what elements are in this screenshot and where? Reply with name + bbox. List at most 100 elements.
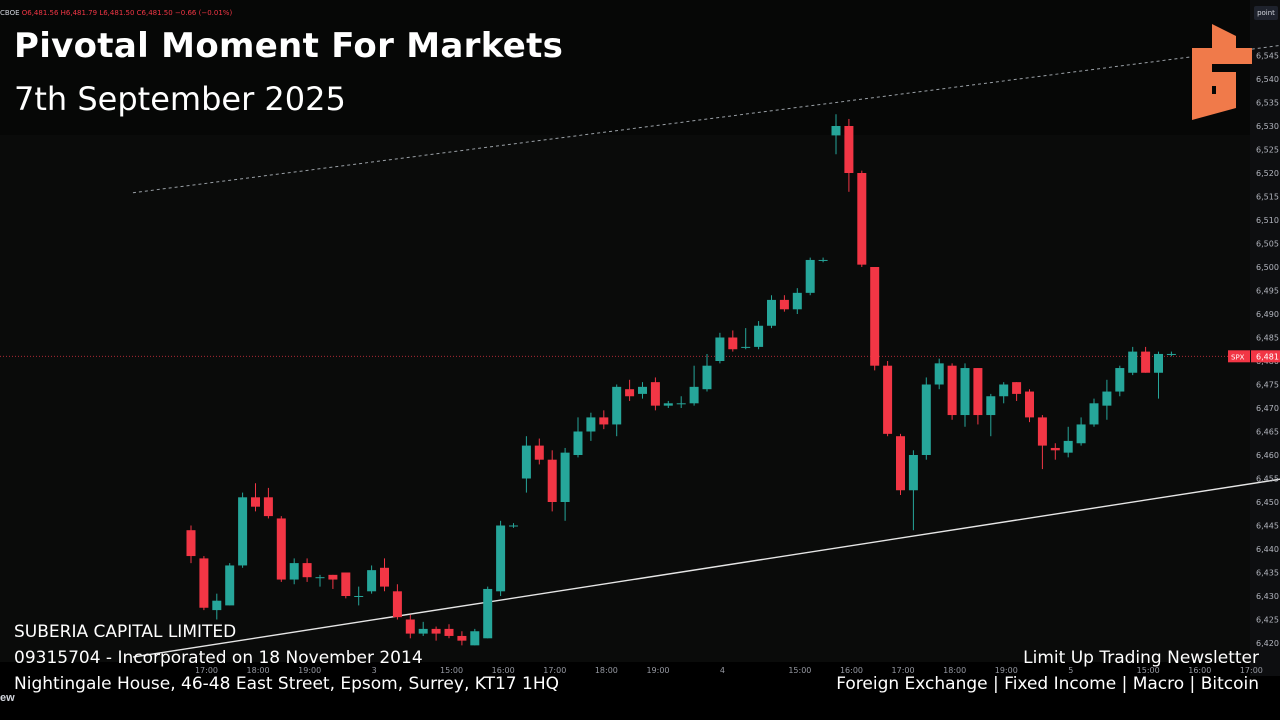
last-price-tag <box>1251 350 1280 363</box>
candle <box>225 563 235 606</box>
candle <box>715 332 725 364</box>
bottom-tag: ew <box>0 692 15 704</box>
candle-body <box>896 436 905 491</box>
candle-body <box>534 445 544 460</box>
x-tick-label: 15:00 <box>440 666 463 675</box>
candle-body <box>1063 440 1073 453</box>
candle-body <box>251 497 260 507</box>
candle <box>1115 365 1125 397</box>
candle <box>289 558 299 585</box>
y-tick-label: 6,450 <box>1256 498 1279 507</box>
candle-body <box>960 368 970 416</box>
y-tick-label: 6,485 <box>1256 334 1279 343</box>
y-tick-label: 6,495 <box>1256 287 1279 296</box>
newsletter-topics: Foreign Exchange | Fixed Income | Macro … <box>836 674 1259 694</box>
candle-body <box>199 558 209 608</box>
candle-body <box>560 452 570 502</box>
candle <box>896 433 905 495</box>
candle <box>638 382 647 399</box>
y-tick-label: 6,520 <box>1256 169 1279 178</box>
x-tick-label: 18:00 <box>943 666 966 675</box>
candle <box>1025 389 1034 423</box>
candle-body <box>521 445 531 479</box>
symbol-tag-label: SPX <box>1231 353 1245 361</box>
candle-body <box>612 386 622 425</box>
candle <box>883 361 893 437</box>
candle <box>973 368 983 425</box>
candle <box>1063 426 1073 458</box>
candle-body <box>818 259 828 261</box>
y-tick-label: 6,510 <box>1256 216 1279 225</box>
suberia-logo-icon <box>1192 24 1252 120</box>
candle <box>418 621 428 636</box>
candle-body <box>767 299 776 326</box>
candle <box>431 626 441 641</box>
x-tick-label: 19:00 <box>995 666 1018 675</box>
candle-body <box>999 384 1009 397</box>
x-tick-label: 16:00 <box>1188 666 1211 675</box>
candle <box>1128 346 1138 376</box>
y-tick-label: 6,530 <box>1256 122 1279 131</box>
candle-body <box>457 635 467 641</box>
candle <box>238 492 248 568</box>
candle <box>870 267 880 371</box>
candle <box>496 520 506 596</box>
candle-body <box>973 368 983 416</box>
candle <box>405 614 415 639</box>
candle-body <box>483 588 493 639</box>
candle <box>947 363 957 420</box>
candle-body <box>754 325 764 347</box>
candle-body <box>225 565 235 606</box>
candle-body <box>883 365 893 434</box>
candle <box>392 584 402 620</box>
candle-body <box>1025 391 1034 418</box>
newsletter-name: Limit Up Trading Newsletter <box>1023 648 1259 668</box>
candle <box>934 358 944 390</box>
y-tick-label: 6,460 <box>1256 451 1279 460</box>
candle <box>1154 351 1163 399</box>
candle <box>354 586 364 606</box>
y-tick-label: 6,435 <box>1256 569 1279 578</box>
x-tick-label: 17:00 <box>892 666 915 675</box>
candle-body <box>1012 382 1022 394</box>
x-tick-label: 17:00 <box>195 666 218 675</box>
candle-body <box>676 403 686 405</box>
candle-body <box>1115 368 1125 392</box>
candle <box>509 523 518 528</box>
candle-body <box>857 173 867 265</box>
candle-body <box>831 126 841 136</box>
candle-body <box>444 628 454 636</box>
candle-body <box>315 577 325 579</box>
candle-body <box>367 570 377 592</box>
x-tick-label: 17:00 <box>1240 666 1263 675</box>
candle <box>986 393 996 437</box>
candle-body <box>715 337 725 361</box>
candle-body <box>947 365 957 416</box>
scale-mode-button[interactable]: point <box>1254 6 1278 20</box>
y-tick-label: 6,535 <box>1256 99 1279 108</box>
x-tick-label: 18:00 <box>247 666 270 675</box>
candle <box>702 353 712 392</box>
y-tick-label: 6,440 <box>1256 545 1279 554</box>
candle <box>251 483 260 512</box>
candle-body <box>625 389 635 397</box>
candle <box>444 624 454 639</box>
candle <box>612 384 622 437</box>
y-tick-label: 6,445 <box>1256 522 1279 531</box>
candle <box>1166 351 1176 357</box>
candle <box>212 593 222 620</box>
y-tick-label: 6,515 <box>1256 193 1279 202</box>
candle <box>818 257 828 263</box>
candle <box>1102 379 1112 420</box>
candle-body <box>470 631 480 646</box>
ohlc-readout: CBOE O6,481.56 H6,481.79 L6,481.50 C6,48… <box>0 9 232 17</box>
candle-body <box>354 596 364 597</box>
candle <box>1012 382 1022 401</box>
candle-body <box>702 365 712 390</box>
candle-body <box>1141 351 1151 373</box>
candle-body <box>599 417 609 425</box>
company-address: Nightingale House, 46-48 East Street, Ep… <box>14 674 559 694</box>
candle <box>741 328 751 350</box>
candle-body <box>1154 353 1163 373</box>
